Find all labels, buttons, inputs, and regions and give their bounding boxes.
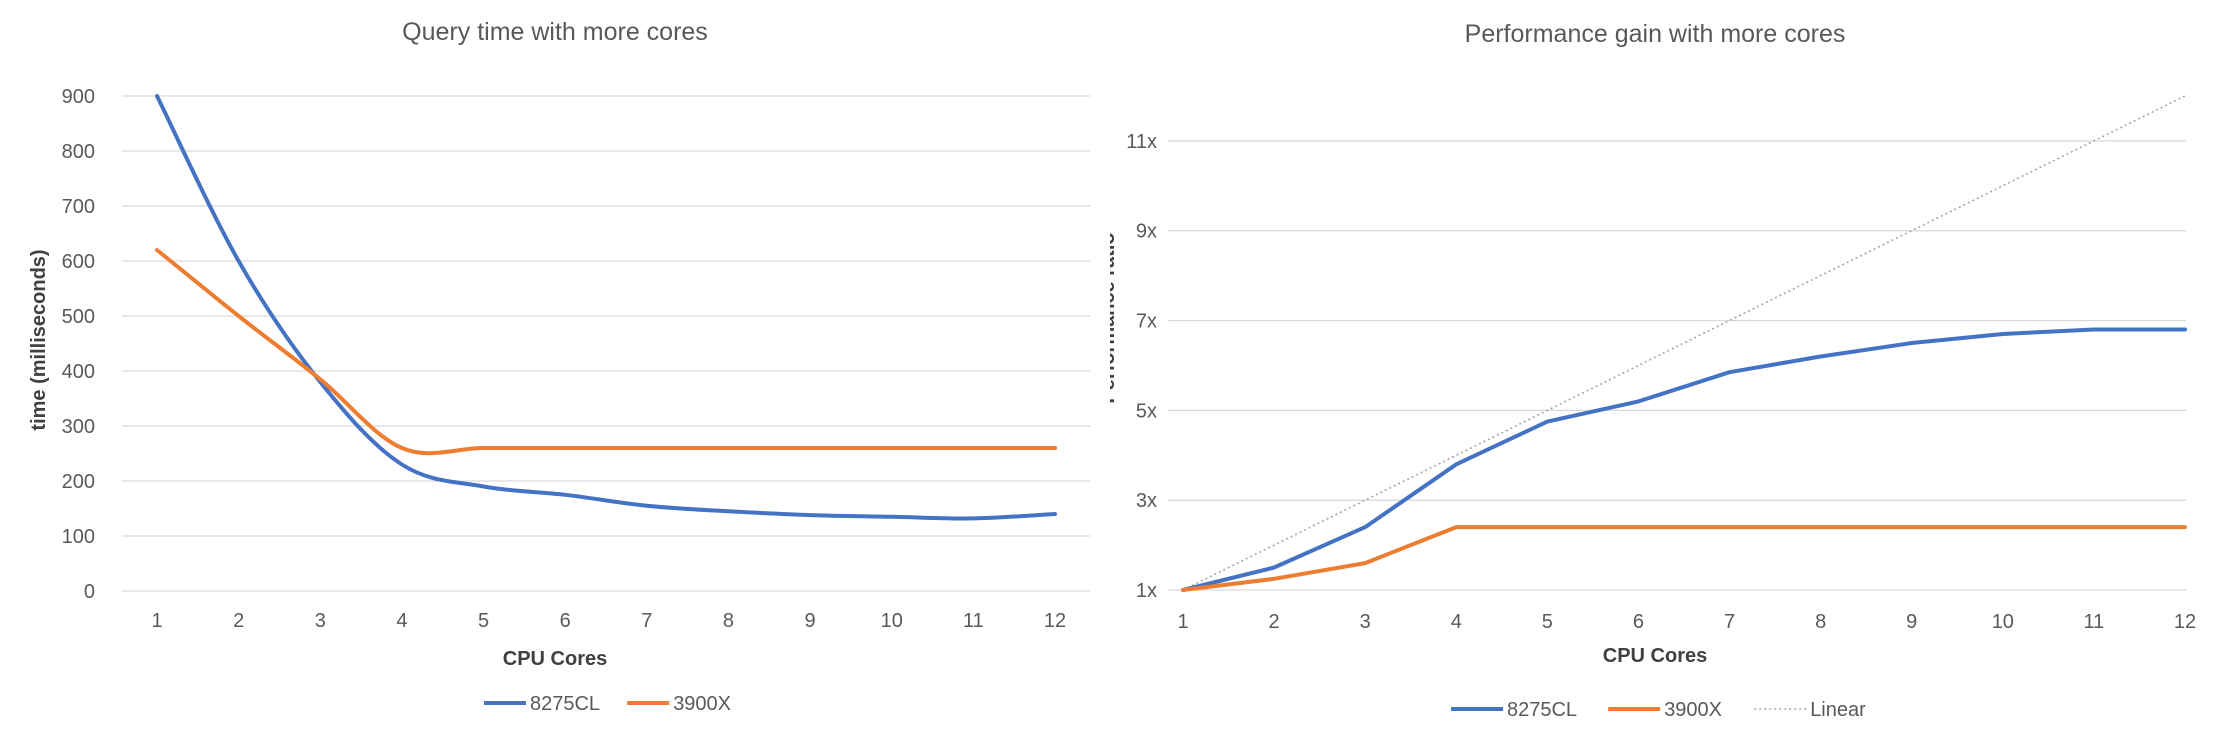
- legend-item-8275cl: 8275CL: [484, 693, 600, 715]
- x-tick-label: 3: [1360, 611, 1371, 633]
- x-tick-label: 3: [315, 610, 326, 632]
- x-tick-label: 1: [1177, 611, 1188, 633]
- performance-gain-chart-panel: Performance gain with more cores CPU Cor…: [1110, 0, 2222, 730]
- gridlines: [122, 95, 1090, 592]
- x-tick-label: 5: [1542, 611, 1553, 633]
- y-tick-label: 700: [62, 196, 95, 218]
- series-lines: [1181, 95, 2187, 592]
- series-line-linear: [1182, 95, 2186, 591]
- y-axis-title: Performance ratio: [1110, 232, 1119, 403]
- y-tick-label: 400: [62, 361, 95, 383]
- y-tick-labels: 0 100 200 300 400 500 600 700 800 900: [62, 86, 95, 603]
- series-line-8275cl: [1181, 327, 2187, 592]
- y-tick-label: 5x: [1136, 400, 1157, 422]
- x-tick-label: 11: [963, 610, 984, 632]
- y-tick-label: 800: [62, 141, 95, 163]
- series-lines: [155, 94, 1057, 521]
- y-axis-title: time (milliseconds): [28, 249, 50, 430]
- x-tick-label: 6: [560, 610, 571, 632]
- legend-label: 3900X: [673, 693, 731, 715]
- chart-title: Query time with more cores: [402, 18, 708, 46]
- legend-label: 8275CL: [530, 693, 600, 715]
- x-tick-label: 11: [2084, 611, 2105, 633]
- legend-label: 8275CL: [1507, 699, 1577, 721]
- chart-title: Performance gain with more cores: [1465, 20, 1846, 48]
- x-tick-label: 12: [1044, 610, 1066, 632]
- x-tick-label: 9: [805, 610, 816, 632]
- legend-item-3900x: 3900X: [627, 693, 731, 715]
- legend-item-linear: Linear: [1754, 699, 1866, 721]
- x-tick-label: 9: [1906, 611, 1917, 633]
- x-tick-label: 6: [1633, 611, 1644, 633]
- x-tick-label: 2: [233, 610, 244, 632]
- gridlines: [1168, 140, 2186, 591]
- y-tick-label: 300: [62, 416, 95, 438]
- legend-item-8275cl: 8275CL: [1451, 699, 1577, 721]
- x-tick-label: 4: [396, 610, 407, 632]
- series-line-3900x: [155, 248, 1057, 456]
- x-tick-label: 5: [478, 610, 489, 632]
- y-tick-labels: 1x 3x 5x 7x 9x 11x: [1126, 131, 1157, 602]
- y-tick-label: 1x: [1136, 580, 1157, 602]
- series-line-3900x: [1181, 525, 2187, 592]
- x-tick-label: 10: [1992, 611, 2014, 633]
- x-tick-label: 8: [723, 610, 734, 632]
- legend-label: 3900X: [1664, 699, 1722, 721]
- y-tick-label: 7x: [1136, 311, 1157, 333]
- x-tick-label: 2: [1269, 611, 1280, 633]
- x-tick-label: 12: [2174, 611, 2196, 633]
- x-tick-label: 8: [1815, 611, 1826, 633]
- y-tick-label: 100: [62, 526, 95, 548]
- query-time-chart-panel: Query time with more cores CPU Cores tim…: [0, 0, 1110, 730]
- y-tick-label: 11x: [1126, 131, 1157, 153]
- y-tick-label: 600: [62, 251, 95, 273]
- x-tick-label: 1: [151, 610, 162, 632]
- performance-gain-chart: Performance gain with more cores CPU Cor…: [1110, 20, 2196, 721]
- x-tick-label: 7: [1724, 611, 1735, 633]
- x-tick-label: 4: [1451, 611, 1462, 633]
- y-tick-label: 500: [62, 306, 95, 328]
- y-tick-label: 200: [62, 471, 95, 493]
- series-line-8275cl: [155, 94, 1057, 521]
- legend: 8275CL 3900X Linear: [1451, 699, 1866, 721]
- x-axis-title: CPU Cores: [503, 648, 607, 670]
- x-tick-label: 10: [881, 610, 903, 632]
- x-axis-title: CPU Cores: [1603, 645, 1707, 667]
- x-tick-label: 7: [641, 610, 652, 632]
- legend-item-3900x: 3900X: [1608, 699, 1722, 721]
- legend: 8275CL 3900X: [484, 693, 731, 715]
- y-tick-label: 900: [62, 86, 95, 108]
- query-time-chart: Query time with more cores CPU Cores tim…: [28, 18, 1090, 715]
- y-tick-label: 3x: [1136, 490, 1157, 512]
- y-tick-label: 9x: [1136, 221, 1157, 243]
- y-tick-label: 0: [84, 581, 95, 603]
- x-tick-labels: 1 2 3 4 5 6 7 8 9 10 11 12: [1177, 611, 2196, 633]
- legend-label: Linear: [1810, 699, 1866, 721]
- x-tick-labels: 1 2 3 4 5 6 7 8 9 10 11 12: [151, 610, 1066, 632]
